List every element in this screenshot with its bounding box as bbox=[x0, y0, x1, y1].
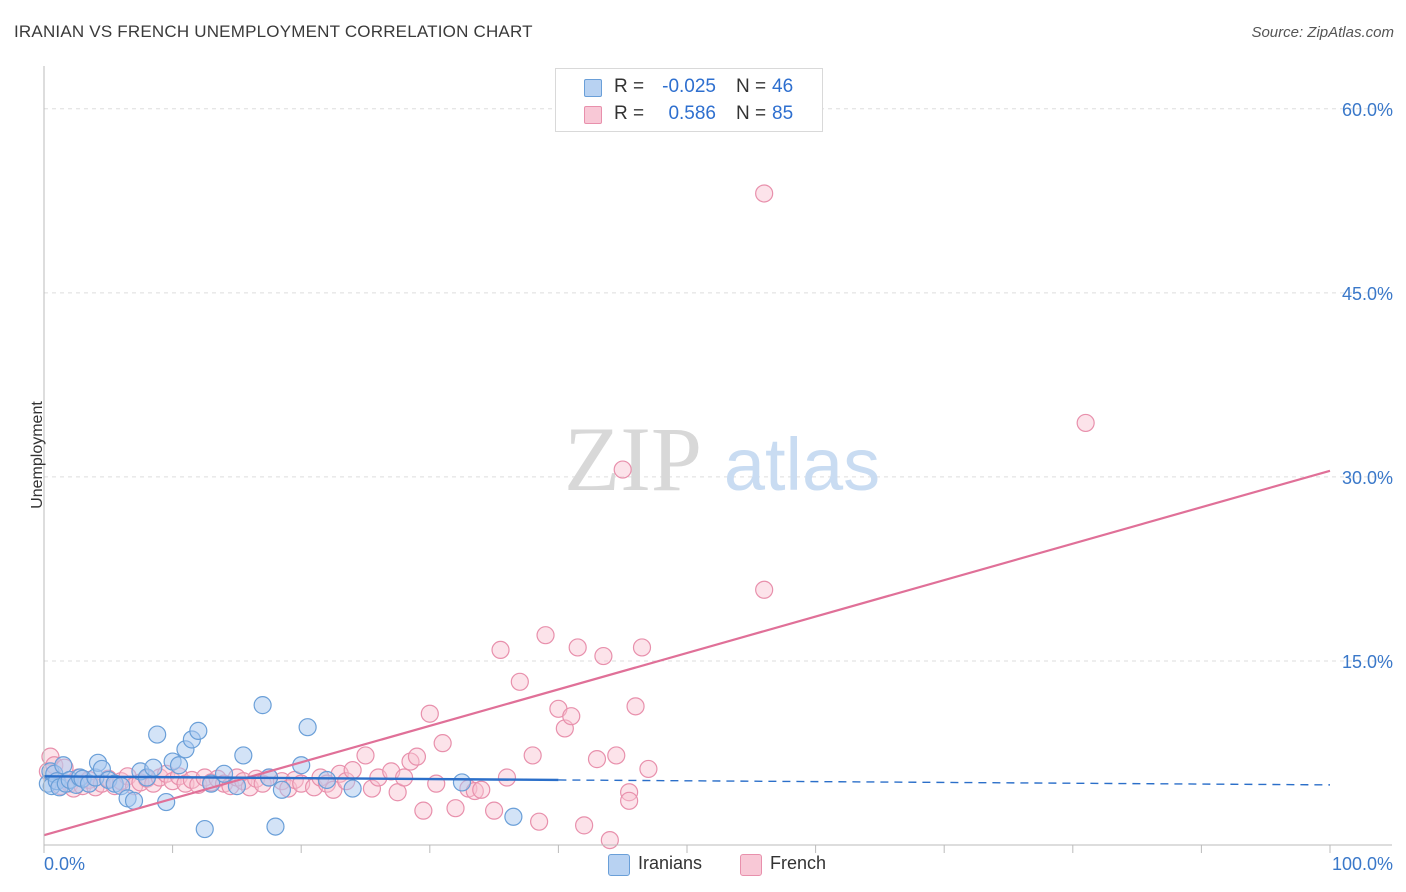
french-point bbox=[562, 707, 581, 726]
r-label: R = bbox=[614, 103, 645, 124]
french-point bbox=[343, 761, 362, 780]
n-value: 46 bbox=[772, 76, 794, 97]
french-point bbox=[620, 791, 639, 810]
french-point bbox=[420, 704, 439, 723]
french-point bbox=[356, 746, 375, 765]
iranian-point bbox=[195, 819, 214, 839]
y-tick-label: 60.0% bbox=[1342, 100, 1393, 120]
french-point bbox=[485, 801, 504, 820]
french-point bbox=[497, 768, 517, 787]
french-point bbox=[414, 801, 433, 820]
french-point bbox=[523, 746, 542, 765]
iranian-point bbox=[253, 696, 272, 715]
iranian-point bbox=[124, 791, 144, 810]
y-tick-label: 45.0% bbox=[1342, 284, 1393, 304]
trend-lines bbox=[43, 469, 1331, 837]
watermark-atlas: atlas bbox=[724, 423, 880, 506]
french-point bbox=[639, 759, 658, 779]
correlation-legend: R = -0.025 N = 46 R = 0.586 N = 85 bbox=[555, 68, 823, 132]
iranian-point bbox=[317, 770, 337, 790]
french-point bbox=[472, 780, 491, 799]
watermark-zip: ZIP bbox=[564, 408, 702, 510]
source-label: Source: ZipAtlas.com bbox=[1251, 24, 1394, 41]
y-tick-label: 30.0% bbox=[1342, 468, 1393, 488]
french-trend-line bbox=[43, 469, 1331, 837]
gridlines bbox=[44, 108, 1392, 662]
french-point bbox=[362, 779, 382, 798]
iranian-point bbox=[452, 773, 472, 792]
n-value: 85 bbox=[772, 103, 794, 124]
french-point bbox=[600, 830, 619, 850]
r-label: R = bbox=[614, 76, 645, 97]
french-point bbox=[607, 746, 626, 765]
iranian-trend-extension bbox=[558, 779, 1331, 786]
french-point bbox=[530, 812, 549, 831]
french-point bbox=[510, 672, 529, 691]
french-point bbox=[433, 734, 452, 753]
iranian-point bbox=[169, 756, 189, 775]
french-point bbox=[575, 816, 594, 835]
x-tick-label: 0.0% bbox=[44, 854, 85, 874]
french-point bbox=[536, 626, 555, 645]
iranian-trend-line bbox=[43, 775, 559, 782]
french-point bbox=[407, 747, 427, 766]
r-value: -0.025 bbox=[662, 76, 716, 97]
french-point bbox=[465, 781, 484, 801]
iranian-point bbox=[189, 721, 208, 740]
french-point bbox=[427, 774, 446, 793]
n-label: N = bbox=[736, 76, 767, 97]
french-point bbox=[446, 799, 465, 818]
french-point bbox=[755, 580, 774, 599]
french-point bbox=[755, 184, 774, 203]
french-swatch bbox=[584, 106, 602, 124]
y-axis-label: Unemployment bbox=[29, 401, 46, 509]
french-point bbox=[491, 640, 510, 660]
legend-row-french: R = 0.586 N = 85 bbox=[556, 101, 822, 127]
iranian-point bbox=[144, 758, 163, 777]
french-point bbox=[568, 638, 587, 657]
french-point bbox=[626, 697, 645, 716]
n-label: N = bbox=[736, 103, 767, 124]
iranian-point bbox=[266, 817, 285, 836]
iranian-point bbox=[343, 779, 362, 798]
chart-title: IRANIAN VS FRENCH UNEMPLOYMENT CORRELATI… bbox=[14, 22, 533, 41]
tick-labels: 15.0% 30.0% 45.0% 60.0% 0.0% 100.0% bbox=[44, 100, 1393, 874]
french-point bbox=[587, 750, 607, 769]
r-value: 0.586 bbox=[668, 103, 716, 124]
x-tick-label: 100.0% bbox=[1332, 854, 1393, 874]
axes bbox=[43, 66, 1392, 853]
iranian-point bbox=[148, 725, 167, 744]
iranian-point bbox=[234, 746, 253, 765]
french-point bbox=[632, 638, 652, 657]
french-point bbox=[394, 768, 414, 787]
iranians-legend-label: Iranians bbox=[638, 853, 703, 873]
french-points bbox=[38, 184, 1095, 850]
french-point bbox=[1076, 413, 1095, 433]
french-point bbox=[594, 646, 613, 666]
iranian-point bbox=[298, 718, 317, 737]
iranian-point bbox=[504, 807, 523, 826]
iranian-point bbox=[272, 780, 292, 799]
iranians-swatch bbox=[584, 79, 602, 97]
y-tick-label: 15.0% bbox=[1342, 652, 1393, 672]
iranian-point bbox=[292, 756, 311, 775]
french-point bbox=[613, 460, 632, 479]
iranian-points bbox=[38, 696, 523, 839]
iranian-point bbox=[214, 764, 234, 783]
french-legend-swatch bbox=[740, 854, 762, 876]
legend-row-iranians: R = -0.025 N = 46 bbox=[556, 74, 822, 100]
french-legend-label: French bbox=[770, 853, 827, 873]
iranians-legend-swatch bbox=[608, 854, 630, 876]
